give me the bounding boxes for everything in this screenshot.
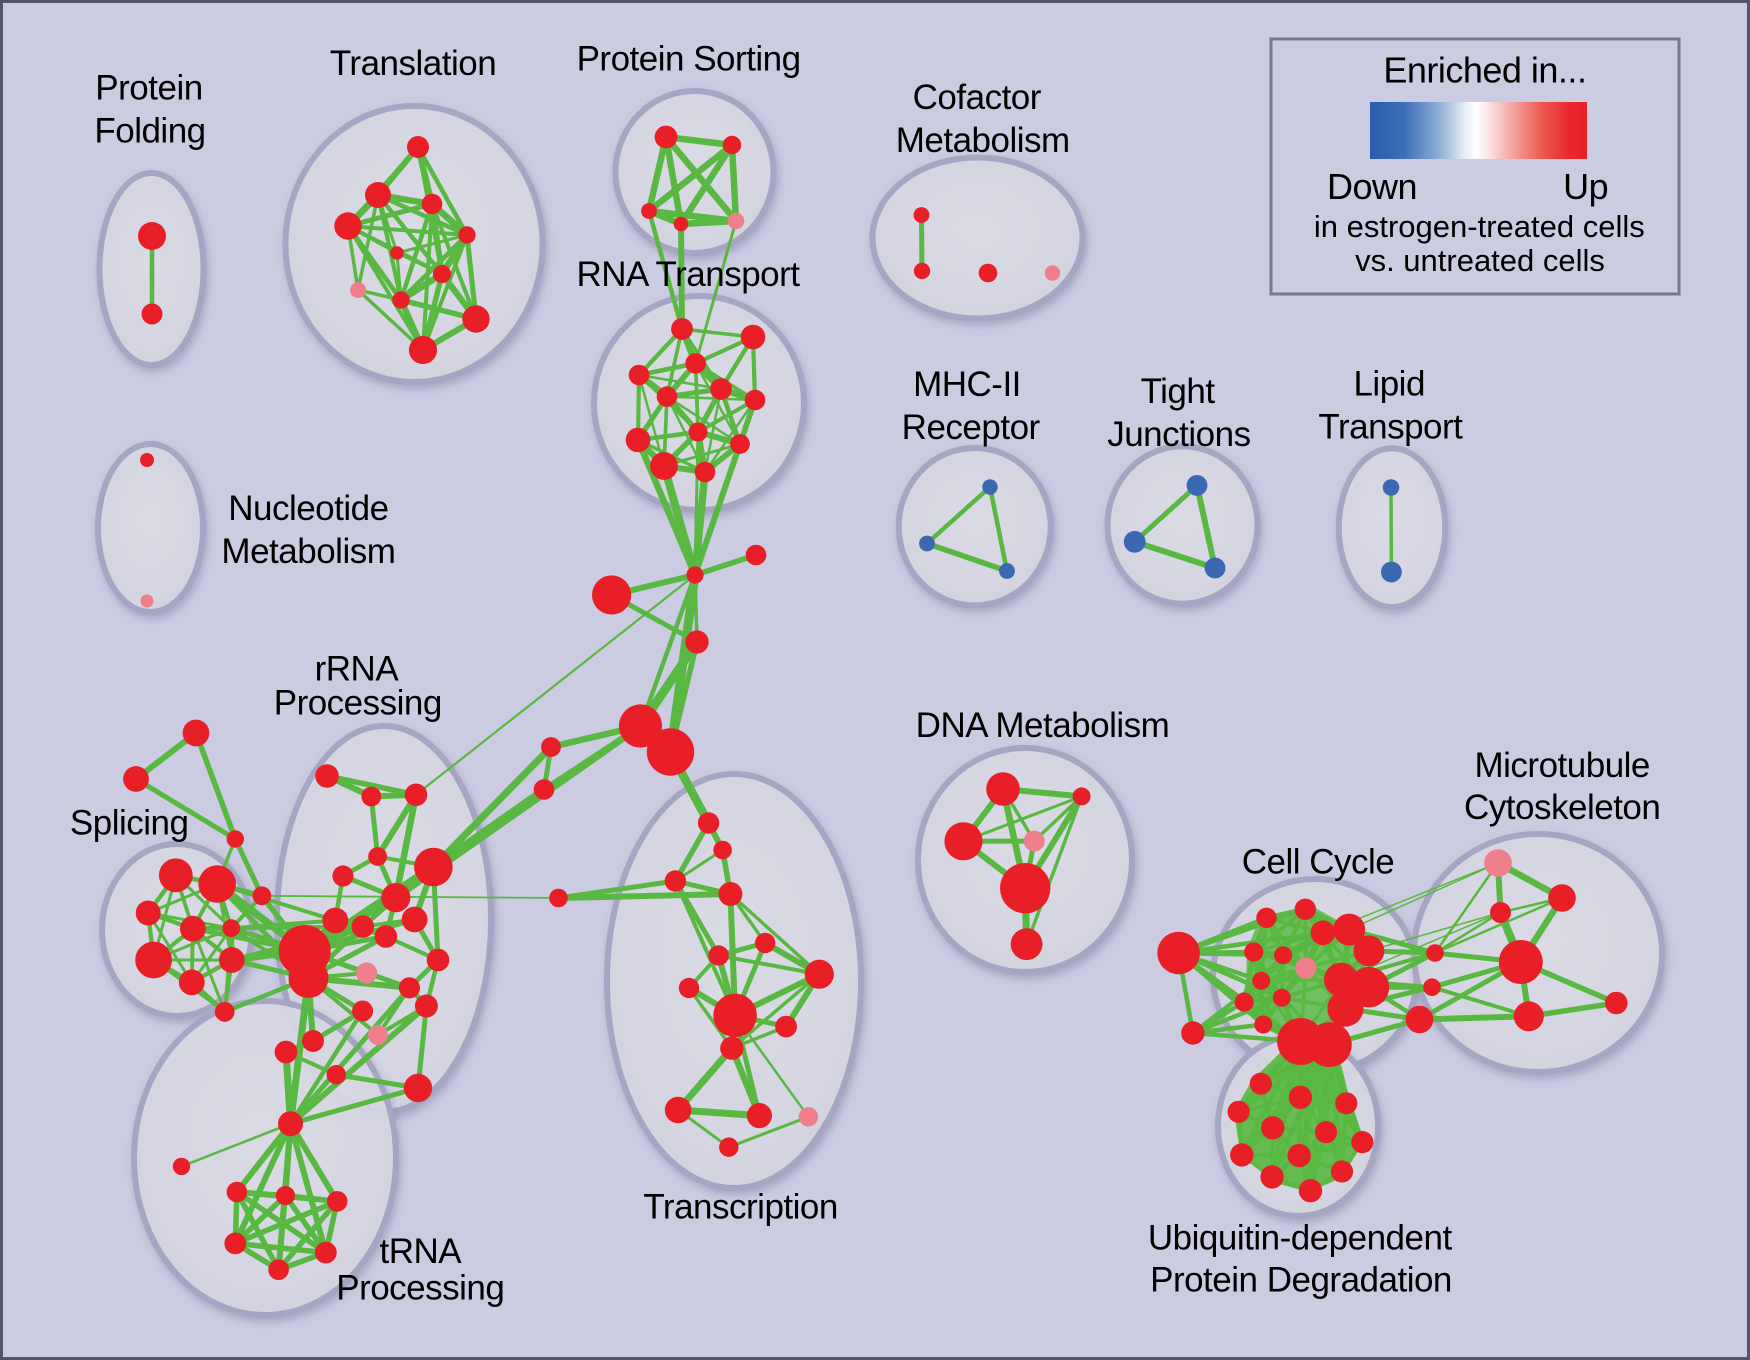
svg-text:Down: Down (1327, 166, 1417, 207)
svg-text:rRNA: rRNA (315, 650, 400, 689)
svg-text:DNA Metabolism: DNA Metabolism (916, 706, 1170, 745)
svg-text:Transport: Transport (1318, 408, 1463, 447)
svg-text:Microtubule: Microtubule (1474, 746, 1649, 785)
svg-text:Cofactor: Cofactor (913, 78, 1042, 117)
svg-text:Transcription: Transcription (643, 1187, 838, 1226)
svg-text:Cytoskeleton: Cytoskeleton (1464, 788, 1660, 827)
svg-text:Tight: Tight (1141, 372, 1216, 411)
svg-text:Translation: Translation (330, 44, 496, 83)
svg-text:vs. untreated cells: vs. untreated cells (1355, 243, 1605, 278)
svg-text:Enriched in...: Enriched in... (1383, 49, 1586, 90)
svg-text:Splicing: Splicing (70, 804, 189, 843)
svg-text:in estrogen-treated cells: in estrogen-treated cells (1314, 209, 1645, 244)
svg-text:Nucleotide: Nucleotide (228, 489, 388, 528)
svg-text:RNA Transport: RNA Transport (576, 255, 800, 294)
svg-text:Processing: Processing (274, 684, 442, 723)
svg-text:Metabolism: Metabolism (896, 121, 1070, 160)
svg-text:MHC-II: MHC-II (913, 365, 1021, 404)
svg-text:Up: Up (1563, 166, 1608, 207)
svg-text:Processing: Processing (336, 1268, 504, 1307)
svg-text:Metabolism: Metabolism (221, 532, 395, 571)
svg-text:Protein: Protein (95, 68, 202, 107)
svg-text:Protein Degradation: Protein Degradation (1150, 1261, 1452, 1300)
svg-text:Ubiquitin-dependent: Ubiquitin-dependent (1148, 1219, 1453, 1258)
svg-text:Receptor: Receptor (902, 408, 1041, 447)
svg-text:Folding: Folding (94, 111, 205, 150)
svg-text:Junctions: Junctions (1107, 415, 1250, 454)
svg-text:Lipid: Lipid (1353, 365, 1424, 404)
svg-text:Protein Sorting: Protein Sorting (577, 40, 801, 79)
svg-text:tRNA: tRNA (379, 1232, 462, 1271)
svg-text:Cell Cycle: Cell Cycle (1242, 843, 1395, 882)
